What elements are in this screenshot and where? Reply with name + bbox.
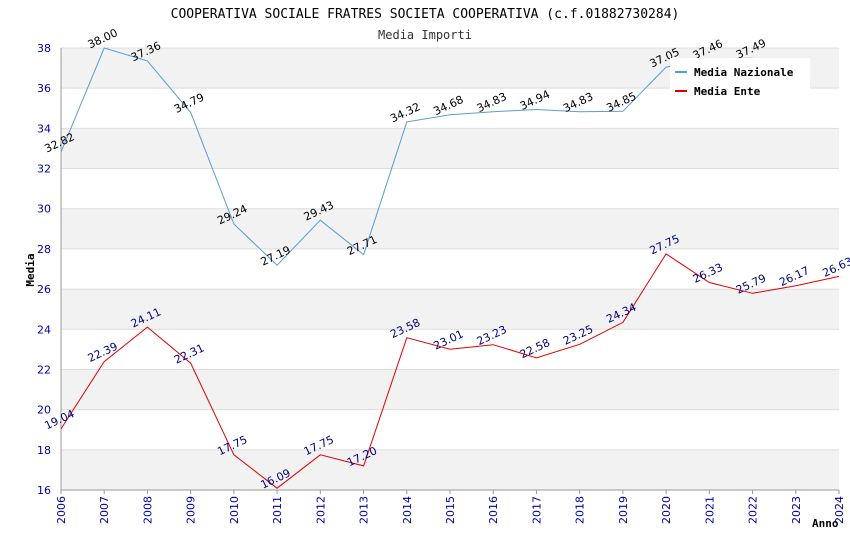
x-tick-label: 2024 — [833, 496, 846, 524]
y-tick-label: 18 — [37, 444, 51, 457]
grid-band — [61, 289, 839, 330]
x-axis-label: Anno — [812, 517, 839, 530]
y-tick-label: 30 — [37, 203, 51, 216]
grid-band — [61, 128, 839, 169]
y-tick-label: 28 — [37, 243, 51, 256]
grid-band — [61, 369, 839, 410]
x-axis: 2006 2007 2008 2009 2010 2011 2012 2013 2014 2015… — [55, 490, 846, 524]
x-tick-label: 2012 — [314, 496, 327, 524]
y-axis-label: Media — [24, 253, 37, 286]
x-tick-label: 2020 — [660, 496, 673, 524]
y-tick-label: 34 — [37, 122, 51, 135]
grid-band — [61, 449, 839, 490]
legend-entry: Media Ente — [694, 85, 761, 98]
plot-bands — [61, 48, 839, 490]
series-group — [60, 47, 840, 489]
x-tick-label: 2017 — [530, 496, 543, 524]
x-tick-label: 2018 — [574, 496, 587, 524]
legend-box — [670, 58, 810, 100]
x-tick-label: 2021 — [703, 496, 716, 524]
x-tick-label: 2013 — [358, 496, 371, 524]
x-tick-label: 2015 — [444, 496, 457, 524]
x-tick-label: 2022 — [747, 496, 760, 524]
x-tick-label: 2023 — [790, 496, 803, 524]
x-tick-label: 2014 — [401, 496, 414, 524]
grid-band — [61, 208, 839, 249]
x-tick-label: 2016 — [487, 496, 500, 524]
y-tick-label: 32 — [37, 163, 51, 176]
x-tick-label: 2010 — [228, 496, 241, 524]
x-tick-label: 2006 — [55, 496, 68, 524]
y-tick-label: 38 — [37, 42, 51, 55]
y-tick-label: 22 — [37, 363, 51, 376]
y-tick-label: 20 — [37, 404, 51, 417]
series-line-media-ente — [60, 253, 840, 489]
y-tick-label: 26 — [37, 283, 51, 296]
legend: Media Nazionale Media Ente — [670, 58, 810, 100]
x-tick-label: 2009 — [185, 496, 198, 524]
x-tick-label: 2011 — [271, 496, 284, 524]
y-axis: 16 18 20 22 24 26 28 30 32 34 36 38 — [37, 42, 51, 497]
chart-subtitle: Media Importi — [378, 28, 472, 42]
series-line-media-nazionale — [60, 47, 753, 266]
x-tick-label: 2008 — [141, 496, 154, 524]
plot-area — [61, 48, 839, 490]
chart-title: COOPERATIVA SOCIALE FRATRES SOCIETA COOP… — [171, 7, 680, 22]
legend-entry: Media Nazionale — [694, 66, 794, 79]
x-tick-label: 2007 — [98, 496, 111, 524]
x-tick-label: 2019 — [617, 496, 630, 524]
y-tick-label: 36 — [37, 82, 51, 95]
y-tick-label: 24 — [37, 323, 51, 336]
y-tick-label: 16 — [37, 484, 51, 497]
